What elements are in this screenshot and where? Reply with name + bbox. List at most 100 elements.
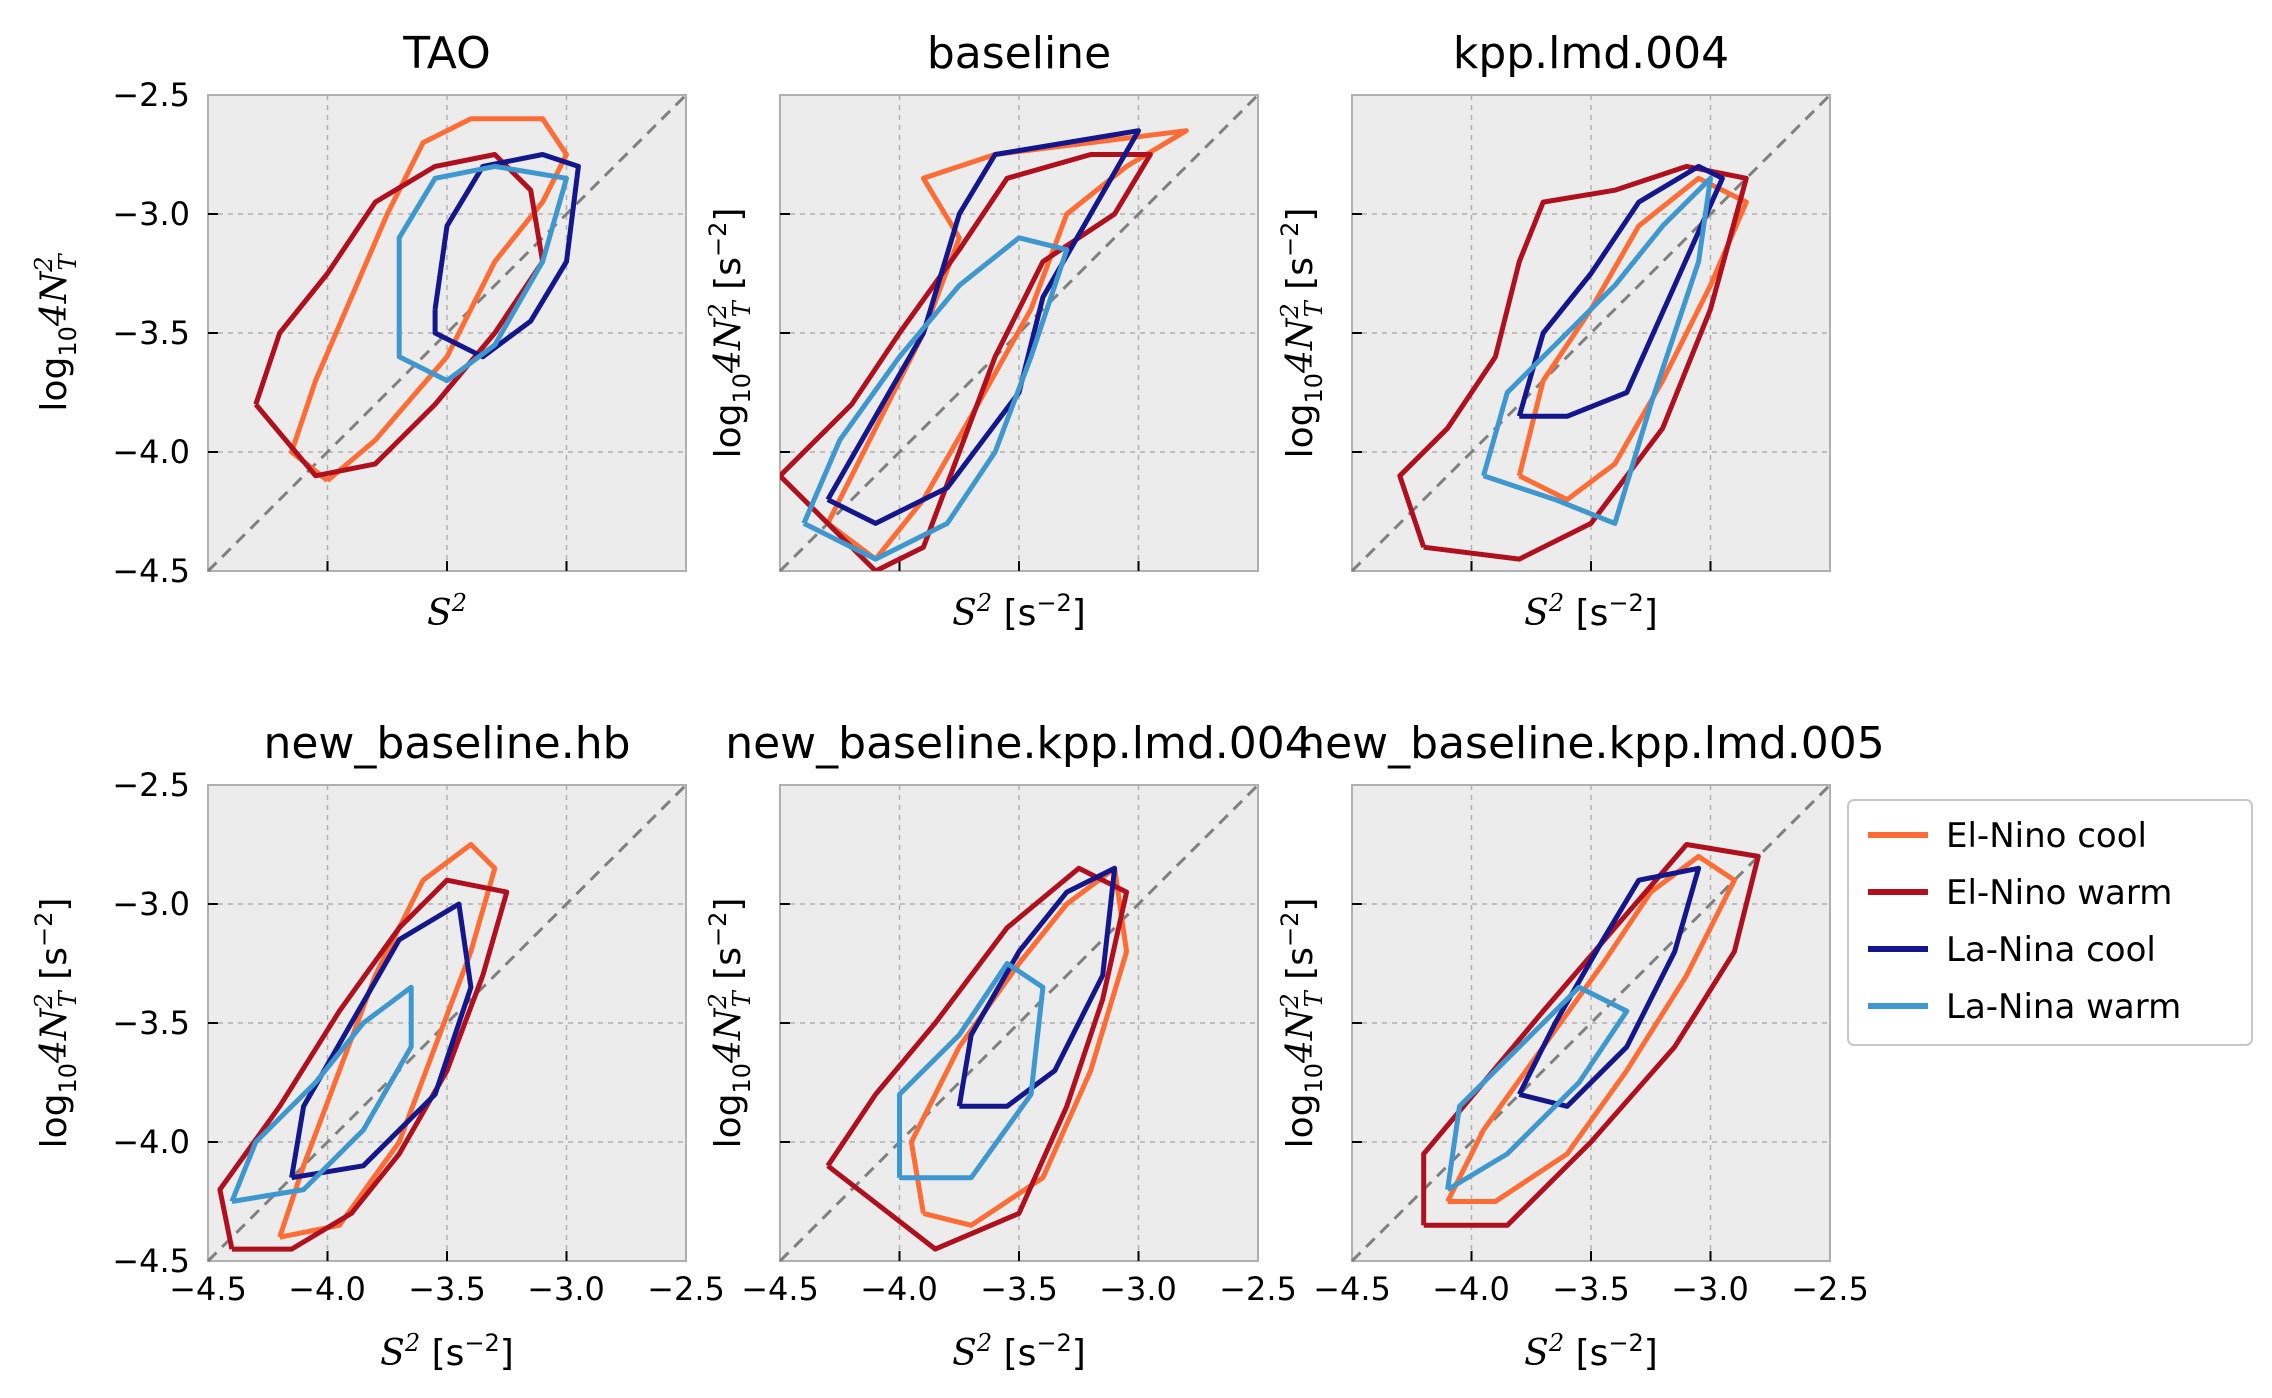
y-tick-label: −2.5 — [112, 766, 190, 804]
legend-frame — [1847, 799, 2253, 1046]
y-axis-label: log104N2T [s−2] — [704, 208, 756, 459]
grid — [780, 95, 1258, 571]
grid — [208, 95, 686, 571]
diagonal-line — [778, 783, 1260, 1263]
legend-entry: La-Nina warm — [1868, 987, 2181, 1027]
contour-el-nino-cool — [1516, 175, 1749, 503]
panel-0: TAO −4.5 −4.0 −3.5 −3.0 −2.5 S2 log104N2… — [30, 28, 688, 634]
contour-la-nina-warm — [897, 961, 1046, 1181]
contour-el-nino-warm — [1397, 163, 1749, 562]
contour-la-nina-warm — [1445, 984, 1630, 1192]
panel-title: baseline — [927, 28, 1111, 79]
x-axis-label: S2 [s−2] — [1524, 589, 1658, 634]
legend-label: La-Nina warm — [1946, 987, 2181, 1027]
y-axis-label: log104N2T [s−2] — [30, 898, 82, 1149]
y-tick-labels: −4.5 −4.0 −3.5 −3.0 −2.5 — [112, 76, 190, 590]
diagonal-line — [1350, 783, 1832, 1263]
grid — [780, 785, 1258, 1261]
y-tick-label: −4.0 — [112, 433, 190, 471]
panel-5: new_baseline.kpp.lmd.005 −4.5 −4.0 −3.5 … — [1276, 718, 1885, 1374]
diagonal-line — [778, 93, 1260, 573]
contour-la-nina-warm — [396, 163, 569, 384]
x-axis-label: S2 [s−2] — [952, 589, 1086, 634]
panel-title: new_baseline.hb — [263, 718, 630, 769]
contour-la-nina-cool — [825, 128, 1141, 526]
y-axis-label: log104N2T [s−2] — [704, 898, 756, 1149]
x-tick-label: −2.5 — [1219, 1270, 1297, 1308]
contour-la-nina-cool — [432, 152, 581, 360]
x-tick-label: −4.5 — [1313, 1270, 1391, 1308]
contours — [825, 865, 1130, 1252]
x-tick-label: −3.5 — [1552, 1270, 1630, 1308]
y-tick-label: −3.5 — [112, 1004, 190, 1042]
y-axis-label: log104N2T [s−2] — [1276, 898, 1328, 1149]
contour-la-nina-cool — [1516, 163, 1725, 419]
x-axis-label: S2 — [427, 589, 467, 634]
x-axis-label: S2 [s−2] — [380, 1329, 514, 1374]
x-axis-label: S2 [s−2] — [1524, 1329, 1658, 1374]
panel-4: new_baseline.kpp.lmd.004 −4.5 −4.0 −3.5 … — [704, 718, 1313, 1374]
y-tick-label: −4.5 — [112, 552, 190, 590]
y-tick-label: −3.0 — [112, 195, 190, 233]
x-tick-label: −3.5 — [980, 1270, 1058, 1308]
panel-title: new_baseline.kpp.lmd.004 — [725, 718, 1313, 769]
diagonal-line — [1350, 93, 1832, 573]
legend-label: El-Nino cool — [1946, 816, 2147, 856]
x-tick-label: −4.0 — [860, 1270, 938, 1308]
panel-1: baseline S2 [s−2] log104N2T [s−2] — [704, 28, 1260, 634]
x-axis-label: S2 [s−2] — [952, 1329, 1086, 1374]
x-tick-labels: −4.5 −4.0 −3.5 −3.0 −2.5 — [169, 1270, 725, 1308]
y-axis-label: log104N2T — [30, 252, 82, 411]
diagonal-line — [206, 783, 688, 1263]
legend-label: El-Nino warm — [1946, 873, 2172, 913]
contours — [1421, 842, 1761, 1228]
contour-el-nino-warm — [253, 152, 546, 479]
x-tick-label: −3.0 — [1099, 1270, 1177, 1308]
x-tick-label: −4.5 — [741, 1270, 819, 1308]
panel-2: kpp.lmd.004 S2 [s−2] log104N2T [s−2] — [1276, 28, 1832, 634]
y-tick-label: −2.5 — [112, 76, 190, 114]
y-tick-label: −3.0 — [112, 885, 190, 923]
grid — [208, 785, 686, 1261]
x-tick-label: −4.0 — [288, 1270, 366, 1308]
legend: El-Nino cool El-Nino warm La-Nina cool L… — [1847, 799, 2253, 1046]
contour-el-nino-cool — [1445, 853, 1737, 1204]
grid — [1352, 95, 1830, 571]
panel-title: TAO — [402, 28, 490, 79]
x-tick-label: −2.5 — [1791, 1270, 1869, 1308]
contour-el-nino-cool — [277, 842, 498, 1240]
x-tick-labels: −4.5 −4.0 −3.5 −3.0 −2.5 — [741, 1270, 1297, 1308]
contour-el-nino-warm — [825, 865, 1130, 1252]
panel-title: kpp.lmd.004 — [1453, 28, 1729, 79]
x-tick-label: −2.5 — [647, 1270, 725, 1308]
y-tick-label: −3.5 — [112, 314, 190, 352]
grid — [1352, 785, 1830, 1261]
legend-entry: El-Nino cool — [1868, 816, 2147, 856]
contour-la-nina-warm — [229, 984, 414, 1204]
legend-entry: El-Nino warm — [1868, 873, 2172, 913]
y-tick-label: −4.0 — [112, 1123, 190, 1161]
x-tick-label: −4.0 — [1432, 1270, 1510, 1308]
contour-la-nina-warm — [801, 235, 1070, 562]
contour-el-nino-warm — [217, 877, 510, 1252]
legend-entry: La-Nina cool — [1868, 930, 2156, 970]
contour-el-nino-cool — [825, 128, 1189, 562]
contours — [253, 116, 581, 483]
x-tick-label: −3.0 — [527, 1270, 605, 1308]
panel-3: new_baseline.hb −4.5 −4.0 −3.5 −3.0 −2.5… — [30, 718, 725, 1374]
x-tick-label: −3.0 — [1671, 1270, 1749, 1308]
y-tick-labels: −4.5 −4.0 −3.5 −3.0 −2.5 — [112, 766, 190, 1280]
contours — [780, 128, 1189, 571]
y-axis-label: log104N2T [s−2] — [1276, 208, 1328, 459]
legend-label: La-Nina cool — [1946, 930, 2156, 970]
diagonal-line — [206, 93, 688, 573]
contours — [217, 842, 510, 1252]
contour-la-nina-warm — [1481, 175, 1713, 526]
x-tick-label: −4.5 — [169, 1270, 247, 1308]
x-tick-labels: −4.5 −4.0 −3.5 −3.0 −2.5 — [1313, 1270, 1869, 1308]
contours — [1397, 163, 1749, 562]
x-tick-label: −3.5 — [408, 1270, 486, 1308]
panel-title: new_baseline.kpp.lmd.005 — [1297, 718, 1885, 769]
y-tick-label: −4.5 — [112, 1242, 190, 1280]
